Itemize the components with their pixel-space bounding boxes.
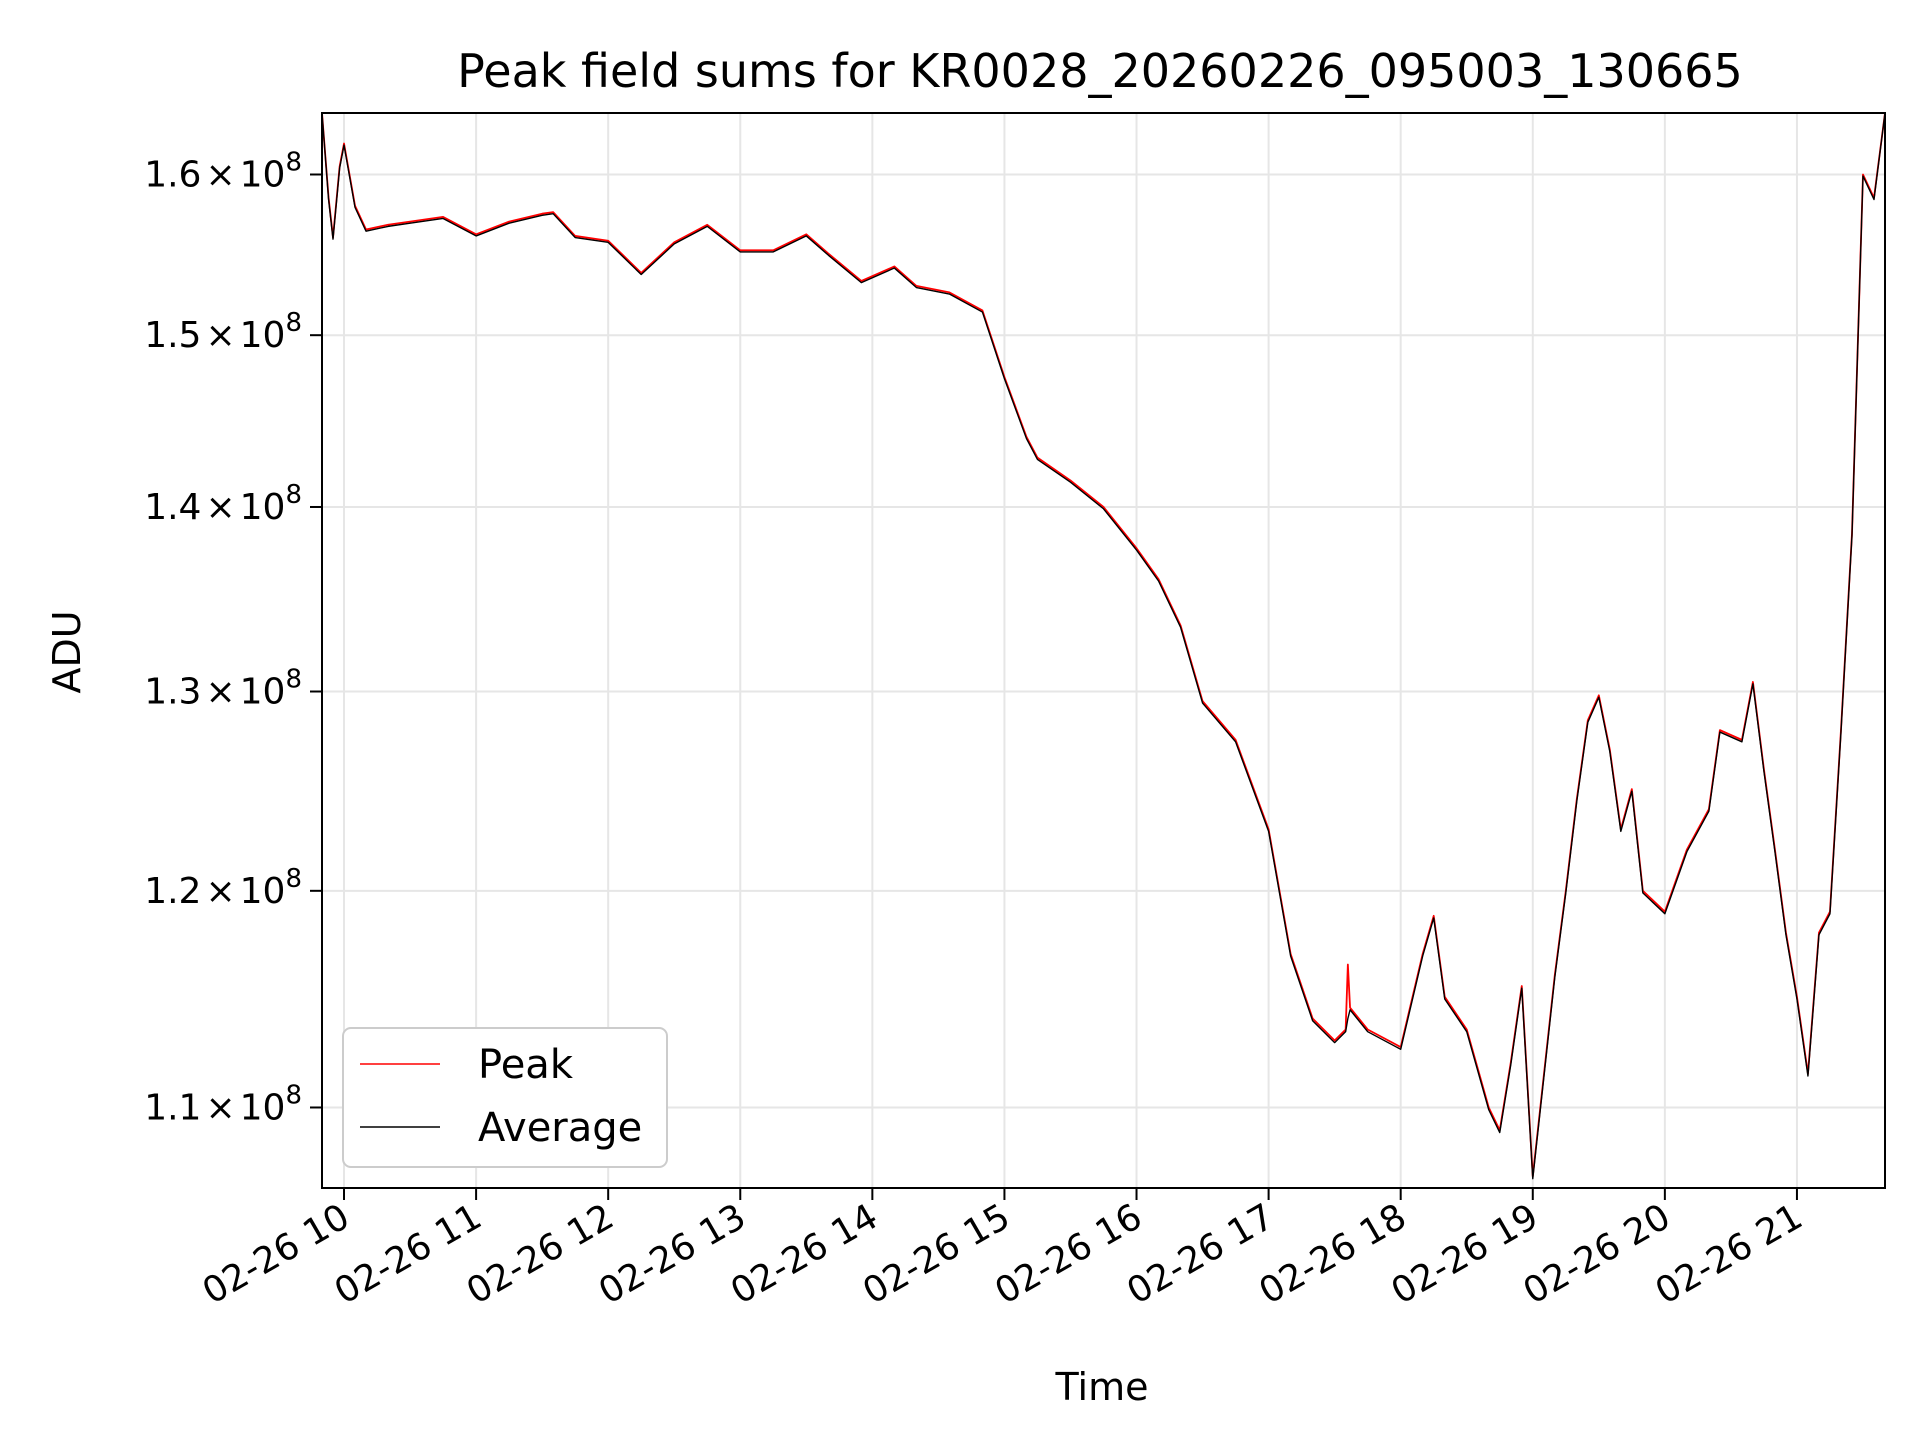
y-tick-times-3: × <box>205 487 235 528</box>
y-tick-exponent-0: 8 <box>285 1080 302 1110</box>
chart-title: Peak field sums for KR0028_20260226_0950… <box>457 44 1743 98</box>
x-axis-title: Time <box>1055 1365 1149 1409</box>
legend-box <box>342 1027 668 1168</box>
legend: Peak Average <box>342 1027 668 1168</box>
series-peak <box>321 112 1886 1178</box>
series-average <box>321 112 1886 1180</box>
legend-peak-label: Peak <box>478 1042 574 1088</box>
y-tick-mantissa-4: 1.5 <box>144 315 201 356</box>
y-tick-label-0: 1.1 × 108 <box>144 1080 302 1128</box>
y-tick-exponent-2: 8 <box>285 665 302 695</box>
y-tick-label-4: 1.5 × 108 <box>144 308 302 356</box>
y-tick-base-4: 10 <box>240 315 286 356</box>
peak-line <box>321 112 1886 1178</box>
y-tick-times-2: × <box>205 672 235 713</box>
y-tick-label-1: 1.2 × 108 <box>144 864 302 912</box>
y-tick-base-5: 10 <box>240 154 286 195</box>
y-tick-exponent-1: 8 <box>285 864 302 894</box>
grid-y <box>322 173 1885 1109</box>
average-line <box>321 112 1886 1180</box>
y-tick-exponent-5: 8 <box>285 147 302 177</box>
plot-frame <box>321 112 1886 1189</box>
y-tick-mantissa-2: 1.3 <box>144 672 201 713</box>
y-tick-base-3: 10 <box>240 487 286 528</box>
y-tick-base-2: 10 <box>240 672 286 713</box>
y-tick-times-5: × <box>205 154 235 195</box>
y-axis-title: ADU <box>45 610 89 693</box>
y-tick-times-0: × <box>205 1087 235 1128</box>
y-tick-times-4: × <box>205 315 235 356</box>
y-tick-label-5: 1.6 × 108 <box>144 147 302 195</box>
y-tick-label-3: 1.4 × 108 <box>144 480 302 528</box>
y-tick-mantissa-1: 1.2 <box>144 871 201 912</box>
y-tick-mantissa-5: 1.6 <box>144 154 201 195</box>
y-tick-exponent-3: 8 <box>285 480 302 510</box>
y-tick-exponent-4: 8 <box>285 308 302 338</box>
legend-average-label: Average <box>478 1105 642 1151</box>
y-tick-base-0: 10 <box>240 1087 286 1128</box>
y-tick-mantissa-3: 1.4 <box>144 487 201 528</box>
grid-x <box>343 113 1798 1188</box>
y-tick-base-1: 10 <box>240 871 286 912</box>
y-tick-label-2: 1.3 × 108 <box>144 665 302 713</box>
y-tick-times-1: × <box>205 871 235 912</box>
y-tick-mantissa-0: 1.1 <box>144 1087 201 1128</box>
